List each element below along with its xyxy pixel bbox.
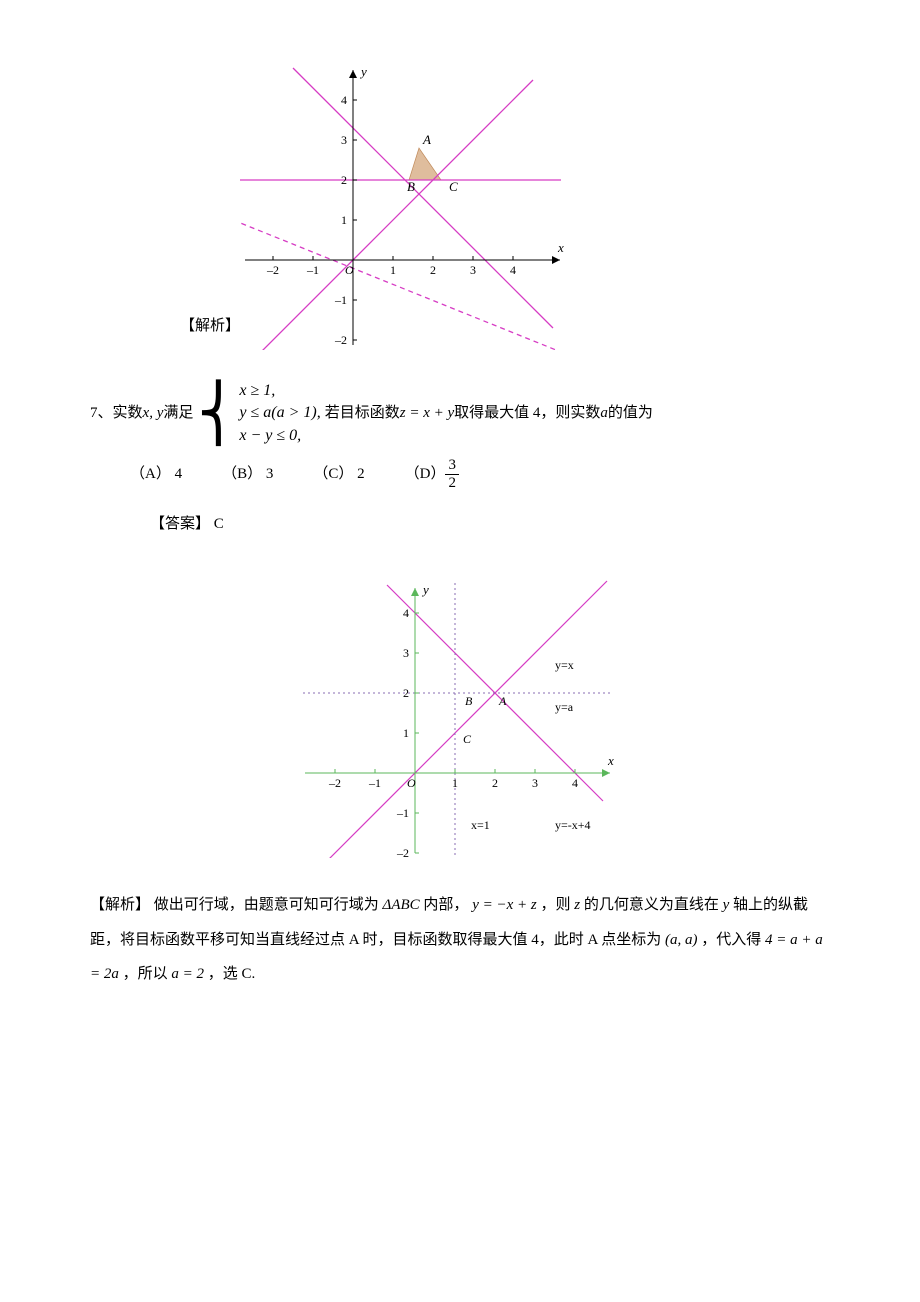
q-obj: z = x + y — [400, 400, 454, 427]
svg-text:B: B — [465, 694, 473, 708]
constraint-2: y ≤ a(a > 1), — [239, 402, 320, 424]
options-row: （A） 4 （B） 3 （C） 2 （D） 3 2 — [130, 457, 830, 491]
svg-text:C: C — [463, 732, 472, 746]
constraint-list: x ≥ 1, y ≤ a(a > 1), x − y ≤ 0, — [239, 380, 320, 447]
svg-text:y=a: y=a — [555, 700, 574, 714]
exp-eq3: a = 2 — [171, 966, 204, 982]
svg-text:2: 2 — [403, 686, 409, 700]
svg-text:–1: –1 — [368, 776, 381, 790]
svg-text:y=-x+4: y=-x+4 — [555, 818, 591, 832]
answer-line: 【答案】 C — [150, 511, 830, 538]
svg-text:y: y — [359, 64, 367, 79]
svg-text:1: 1 — [341, 213, 347, 227]
svg-text:–1: –1 — [334, 293, 347, 307]
analysis-chart-1-block: 【解析】 –2 –1 1 2 3 4 –2 –1 1 2 3 4 Ox y A B C — [180, 60, 830, 350]
svg-text:–2: –2 — [396, 846, 409, 858]
svg-text:2: 2 — [341, 173, 347, 187]
exp-y: y — [723, 897, 730, 913]
question-7: 7、 实数 x, y 满足 ⎨ x ≥ 1, y ≤ a(a > 1), x −… — [90, 380, 830, 447]
svg-text:4: 4 — [341, 93, 347, 107]
svg-text:2: 2 — [492, 776, 498, 790]
svg-text:x=1: x=1 — [471, 818, 490, 832]
q-mid: 满足 — [163, 400, 193, 427]
q-vars: x, y — [143, 400, 164, 427]
svg-text:3: 3 — [403, 646, 409, 660]
svg-text:O: O — [407, 776, 416, 790]
option-d: （D） 3 2 — [405, 457, 459, 491]
exp-coord: (a, a) — [665, 932, 698, 948]
exp-t7: ，所以 — [123, 966, 172, 982]
svg-text:A: A — [422, 132, 431, 147]
svg-text:y: y — [421, 582, 429, 597]
left-brace: ⎨ — [197, 386, 239, 442]
svg-text:O: O — [345, 263, 354, 277]
svg-text:–2: –2 — [266, 263, 279, 277]
svg-text:y=x: y=x — [555, 658, 574, 672]
exp-tri: ΔABC — [383, 897, 420, 913]
svg-text:2: 2 — [430, 263, 436, 277]
svg-text:4: 4 — [510, 263, 516, 277]
analysis-label-1: 【解析】 — [180, 313, 240, 340]
option-a: （A） 4 — [130, 461, 182, 488]
q-avar: a — [600, 400, 608, 427]
constraint-1: x ≥ 1, — [239, 380, 320, 402]
option-b: （B） 3 — [222, 461, 273, 488]
exp-t6: ，代入得 — [701, 932, 765, 948]
svg-text:1: 1 — [403, 726, 409, 740]
exp-label: 【解析】 — [90, 897, 150, 913]
svg-text:4: 4 — [572, 776, 578, 790]
svg-text:–1: –1 — [306, 263, 319, 277]
svg-text:3: 3 — [470, 263, 476, 277]
explanation-block: 【解析】 做出可行域，由题意可知可行域为 ΔABC 内部， y = −x + z… — [90, 888, 830, 992]
constraint-brace: ⎨ x ≥ 1, y ≤ a(a > 1), x − y ≤ 0, — [197, 380, 320, 447]
constraint-3: x − y ≤ 0, — [239, 425, 320, 447]
exp-t2: 内部， — [423, 897, 472, 913]
chart-1-svg: –2 –1 1 2 3 4 –2 –1 1 2 3 4 Ox y A B C — [240, 60, 570, 350]
svg-text:C: C — [449, 179, 458, 194]
svg-text:3: 3 — [532, 776, 538, 790]
chart-2-svg: –2 –1 1 2 3 4 –2 –1 1 2 3 4 Ox y B A Cy=x y=a x=1 y=-x+4 — [300, 578, 620, 858]
exp-t1: 做出可行域，由题意可知可行域为 — [154, 897, 383, 913]
svg-text:4: 4 — [403, 606, 409, 620]
answer-value: C — [214, 516, 224, 532]
svg-text:1: 1 — [452, 776, 458, 790]
exp-t4: 的几何意义为直线在 — [584, 897, 723, 913]
option-c: （C） 2 — [313, 461, 364, 488]
q-prefix: 实数 — [113, 400, 143, 427]
analysis-chart-2-block: –2 –1 1 2 3 4 –2 –1 1 2 3 4 Ox y B A Cy=x y=a x=1 y=-x+4 — [90, 578, 830, 868]
svg-text:–2: –2 — [334, 333, 347, 347]
svg-text:1: 1 — [390, 263, 396, 277]
answer-label: 【答案】 — [150, 516, 210, 532]
exp-z: z — [574, 897, 580, 913]
q-suffix3: 的值为 — [608, 400, 653, 427]
svg-text:–1: –1 — [396, 806, 409, 820]
exp-t3: ，则 — [540, 897, 574, 913]
exp-t8: ，选 C. — [208, 966, 256, 982]
option-d-fraction: 3 2 — [445, 457, 459, 491]
q-suffix1: 若目标函数 — [325, 400, 400, 427]
q-number: 7、 — [90, 400, 113, 427]
q-suffix2: 取得最大值 4，则实数 — [454, 400, 600, 427]
svg-text:x: x — [557, 240, 564, 255]
exp-eq1: y = −x + z — [472, 897, 537, 913]
svg-text:3: 3 — [341, 133, 347, 147]
svg-text:A: A — [498, 694, 507, 708]
svg-text:B: B — [407, 179, 415, 194]
svg-text:–2: –2 — [328, 776, 341, 790]
svg-text:x: x — [607, 753, 614, 768]
